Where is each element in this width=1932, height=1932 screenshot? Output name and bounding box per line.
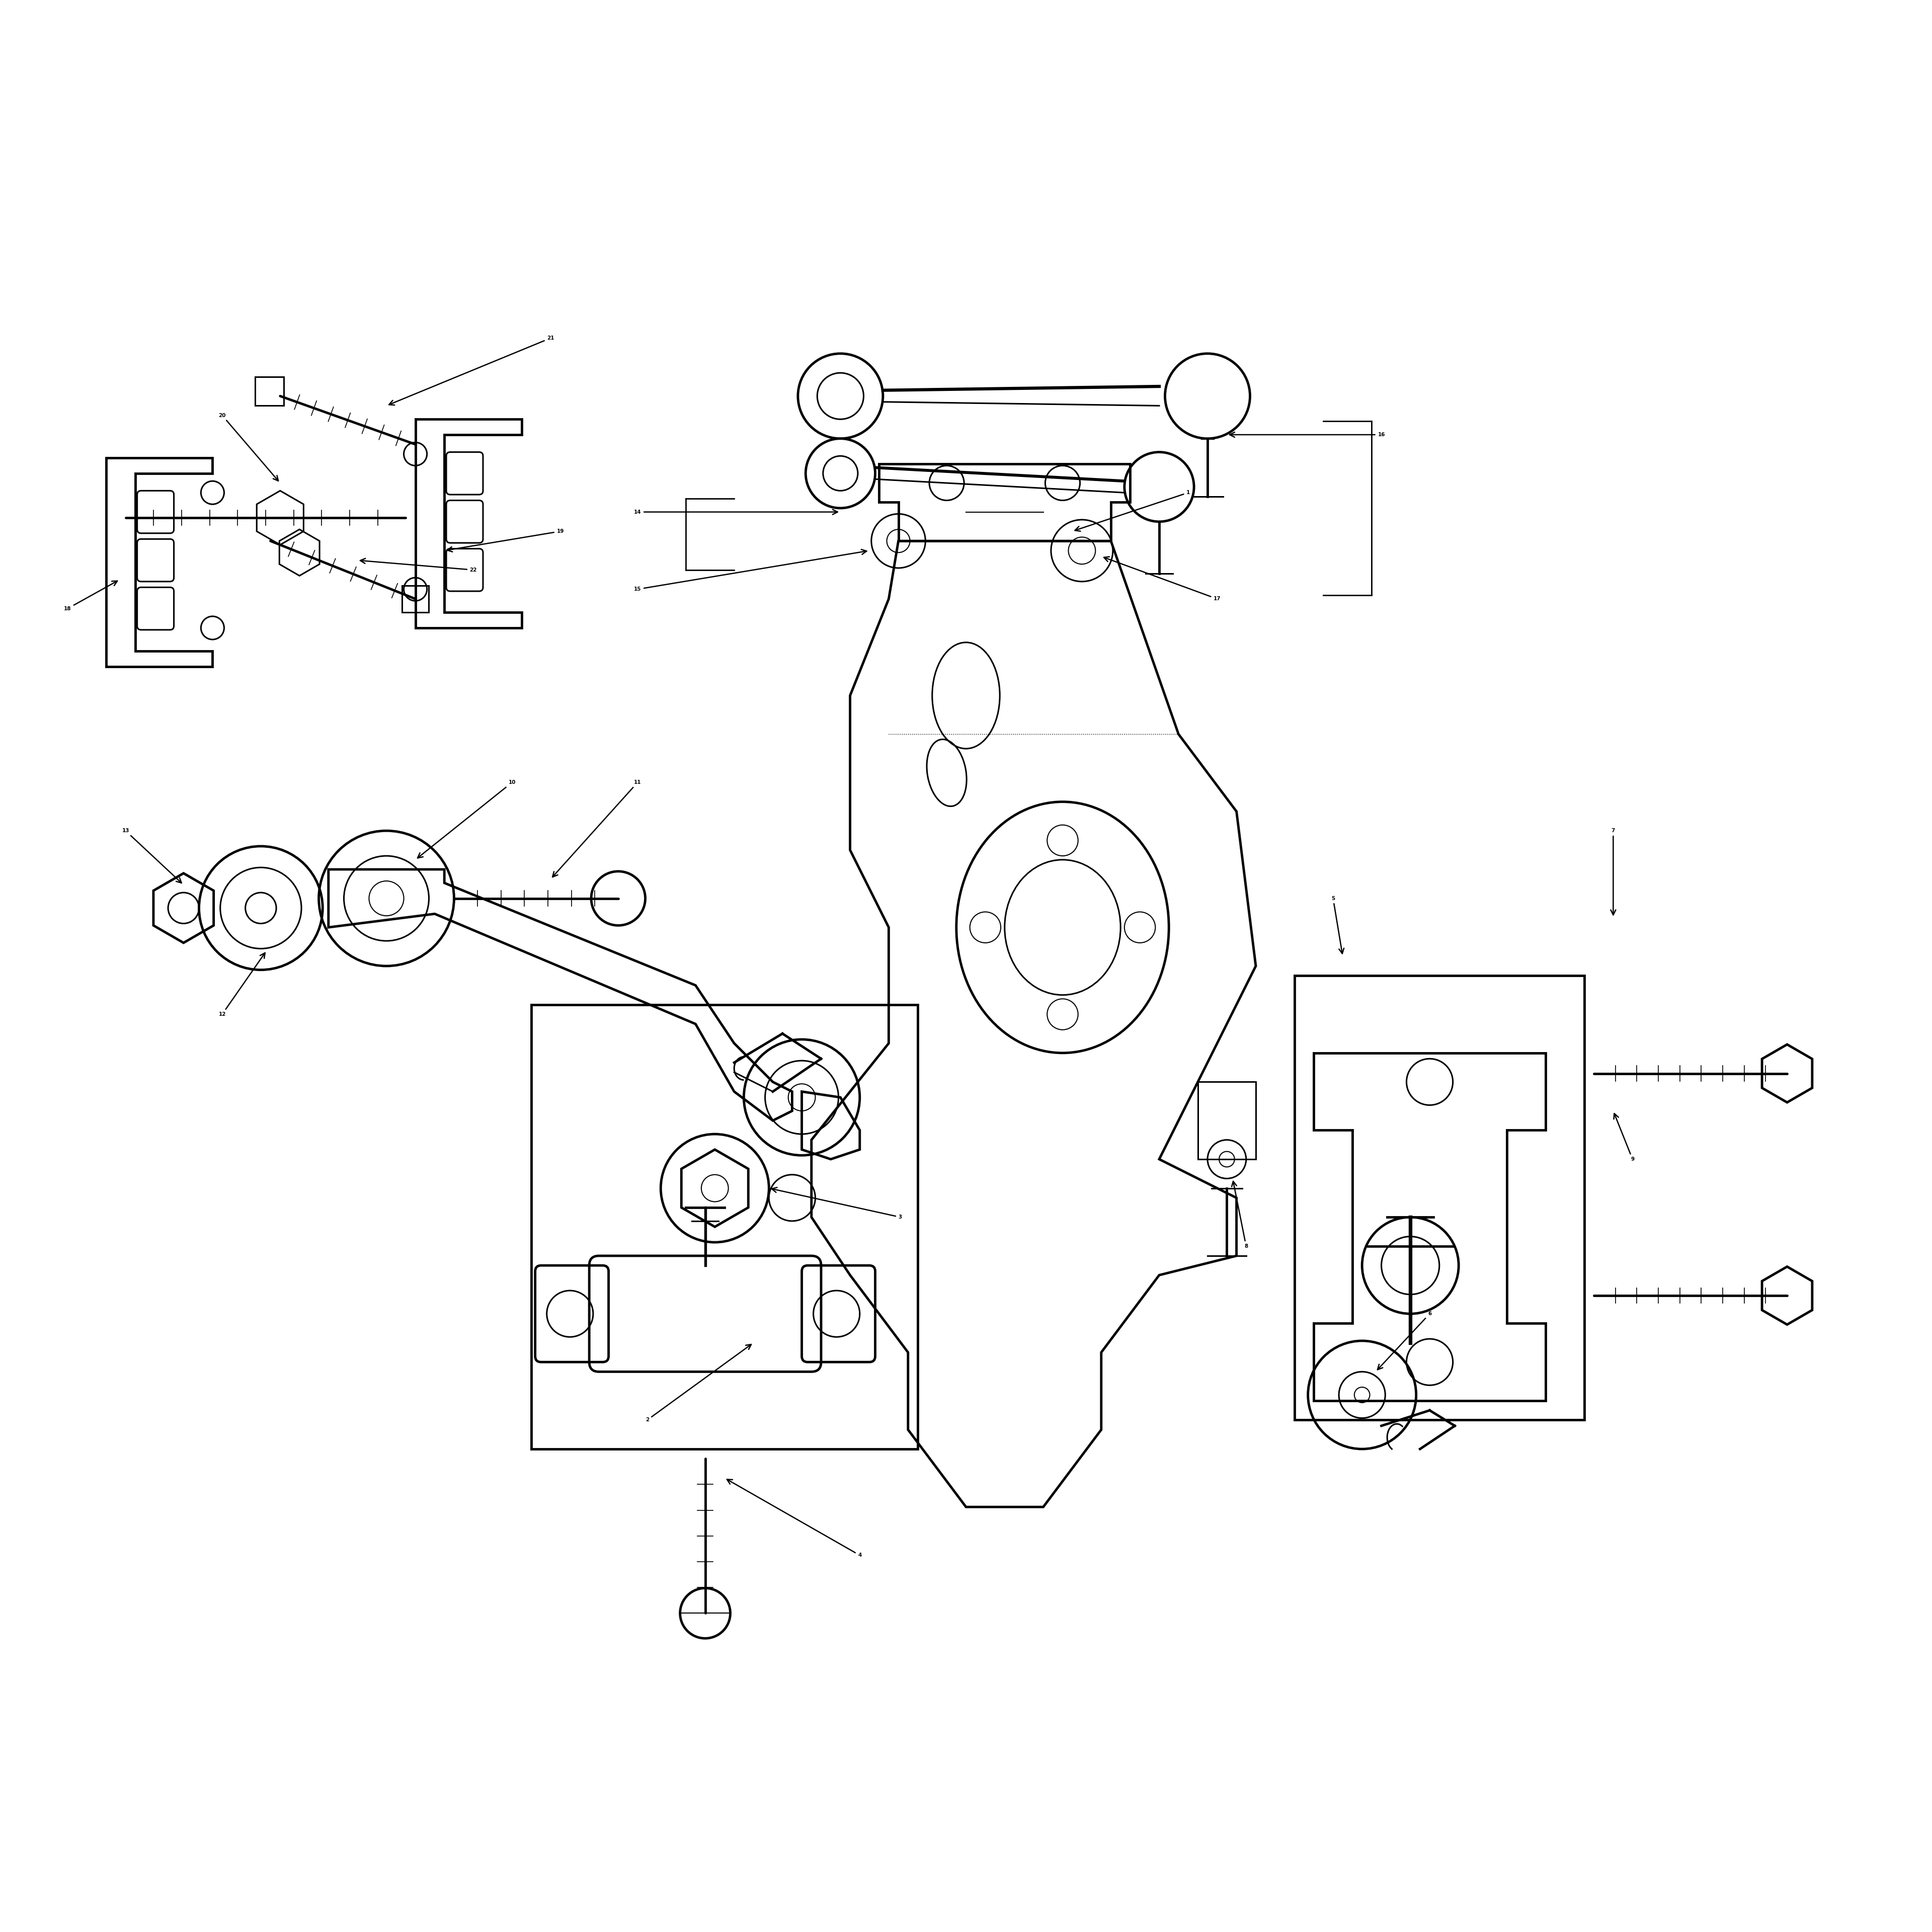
Text: 15: 15 <box>634 549 867 591</box>
Bar <box>531 1005 918 1449</box>
Text: 3: 3 <box>771 1188 902 1219</box>
Text: 1: 1 <box>1074 491 1190 531</box>
Text: 9: 9 <box>1613 1113 1634 1161</box>
Text: 10: 10 <box>417 781 516 858</box>
Text: 11: 11 <box>553 781 641 877</box>
Text: 8: 8 <box>1233 1180 1248 1248</box>
Text: 6: 6 <box>1378 1312 1432 1370</box>
Text: 22: 22 <box>359 558 477 572</box>
Text: 4: 4 <box>726 1480 862 1557</box>
Text: 16: 16 <box>1229 433 1385 437</box>
Text: 18: 18 <box>64 582 118 611</box>
Text: 21: 21 <box>388 336 554 406</box>
Text: 7: 7 <box>1611 829 1615 916</box>
Text: 2: 2 <box>645 1345 752 1422</box>
Text: 20: 20 <box>218 413 278 481</box>
Text: 12: 12 <box>218 952 265 1016</box>
Bar <box>1294 976 1584 1420</box>
Text: 17: 17 <box>1103 556 1221 601</box>
Text: 5: 5 <box>1331 896 1345 954</box>
Text: 13: 13 <box>122 829 182 883</box>
Text: 14: 14 <box>634 510 838 514</box>
Text: 19: 19 <box>446 529 564 553</box>
